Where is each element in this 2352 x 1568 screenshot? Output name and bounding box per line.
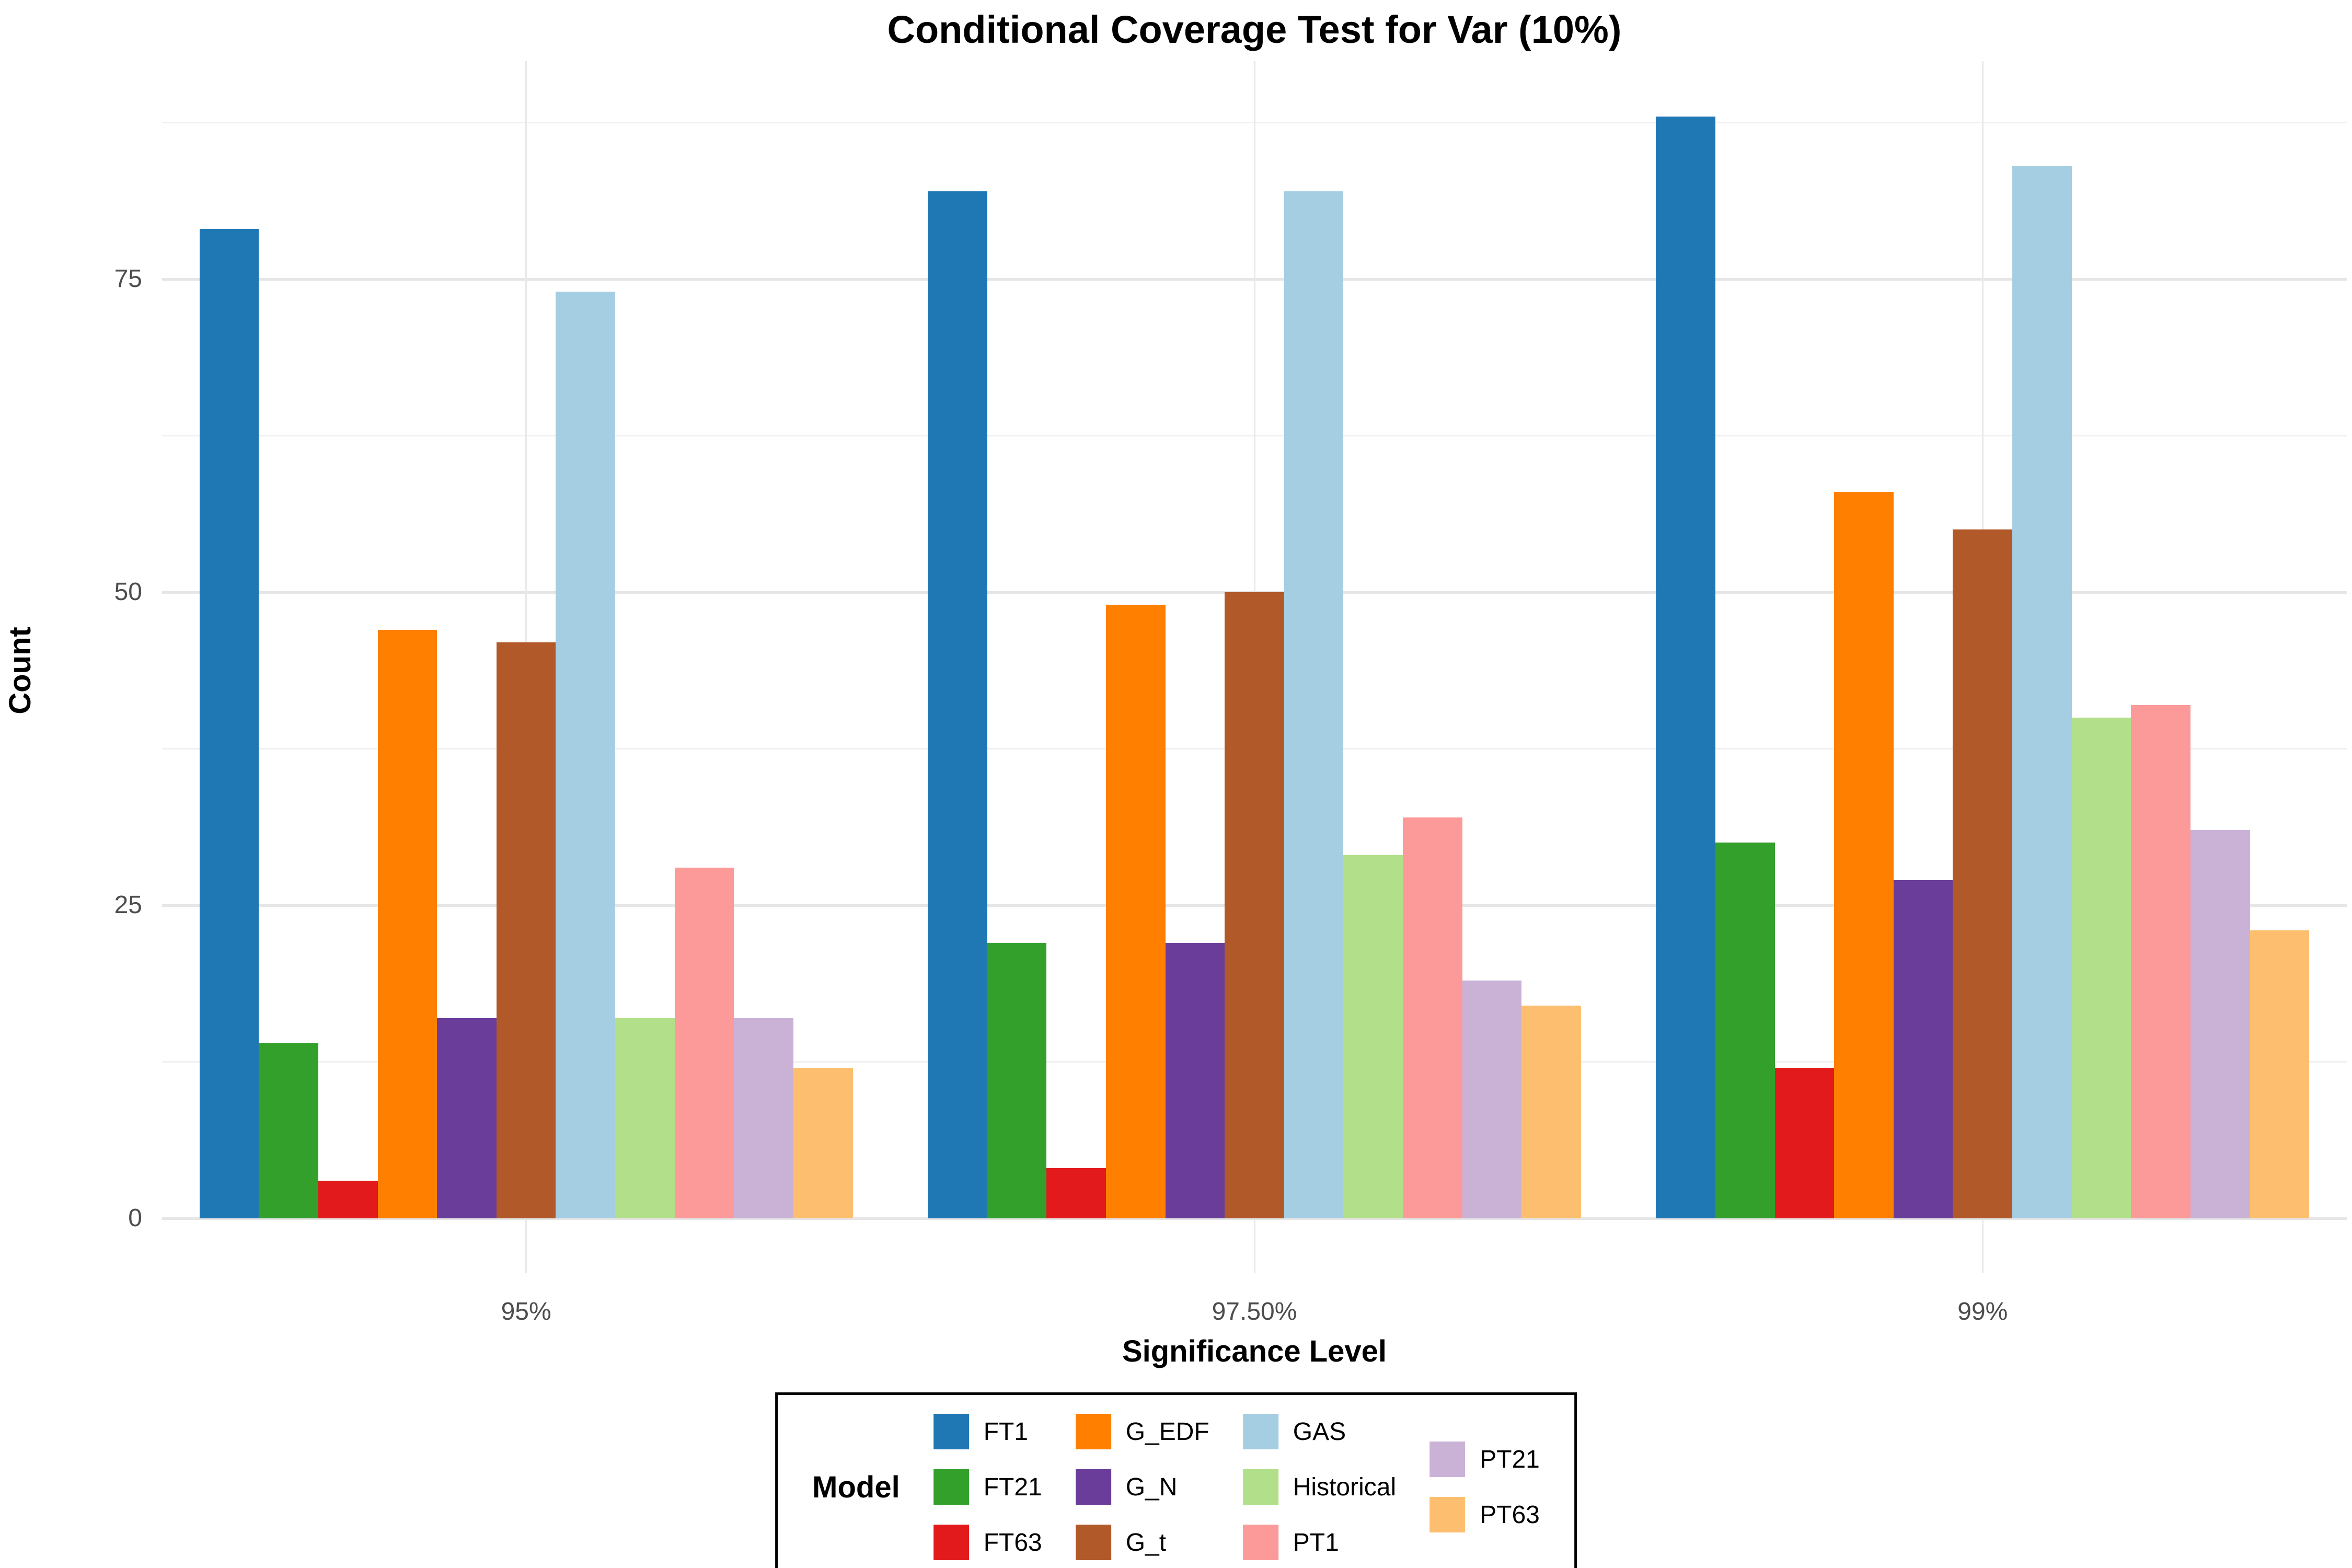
legend-swatch-FT63 — [933, 1525, 969, 1560]
bar-G_N-99% — [1893, 880, 1953, 1218]
bar-G_t-99% — [1953, 529, 2013, 1218]
x-tick-label-95%: 95% — [501, 1298, 551, 1325]
legend-item-PT63: PT63 — [1429, 1496, 1540, 1534]
bar-G_t-97.50% — [1225, 592, 1284, 1218]
legend-item-PT1: PT1 — [1242, 1524, 1396, 1561]
legend-column-2: G_EDF G_N G_t — [1075, 1413, 1209, 1561]
legend: Model FT1 FT21 FT63 G_EDF G_N G_t GAS Historica… — [775, 1392, 1577, 1568]
bar-G_EDF-95% — [377, 629, 437, 1218]
bar-FT21-95% — [259, 1043, 318, 1218]
bar-Historical-95% — [615, 1018, 675, 1218]
bar-PT1-99% — [2131, 705, 2190, 1218]
chart-panel — [162, 61, 2347, 1273]
bar-G_N-95% — [437, 1018, 497, 1218]
bar-G_N-97.50% — [1165, 942, 1225, 1218]
bar-group-99% — [1656, 116, 2310, 1218]
bar-FT63-97.50% — [1046, 1168, 1106, 1218]
x-tick-label-99%: 99% — [1957, 1298, 2008, 1325]
bar-FT1-97.50% — [928, 191, 987, 1218]
legend-item-Historical: Historical — [1242, 1468, 1397, 1506]
legend-swatch-PT1 — [1242, 1525, 1278, 1560]
legend-item-FT21: FT21 — [933, 1468, 1042, 1506]
bar-PT21-95% — [734, 1018, 793, 1218]
bar-PT21-97.50% — [1462, 980, 1522, 1218]
legend-label-PT63: PT63 — [1480, 1501, 1540, 1529]
legend-swatch-G_t — [1075, 1525, 1111, 1560]
legend-item-G_N: G_N — [1075, 1468, 1209, 1506]
legend-item-GAS: GAS — [1242, 1413, 1396, 1450]
bar-PT1-95% — [674, 868, 734, 1218]
legend-title: Model — [812, 1470, 900, 1504]
legend-label-FT21: FT21 — [983, 1473, 1042, 1501]
legend-label-PT21: PT21 — [1480, 1445, 1540, 1473]
bar-PT63-95% — [793, 1068, 853, 1218]
bar-FT21-99% — [1715, 843, 1775, 1218]
legend-swatch-G_N — [1075, 1469, 1111, 1505]
legend-item-FT1: FT1 — [933, 1413, 1042, 1450]
bar-group-95% — [199, 229, 853, 1218]
legend-label-G_EDF: G_EDF — [1125, 1417, 1209, 1446]
bar-G_t-95% — [496, 642, 556, 1218]
y-axis-title: Count — [3, 627, 37, 714]
bar-FT63-95% — [318, 1181, 378, 1218]
y-tick-label-0: 0 — [128, 1204, 142, 1232]
legend-label-G_t: G_t — [1125, 1528, 1167, 1557]
legend-column-4: PT21 PT63 — [1429, 1440, 1540, 1534]
bar-G_EDF-99% — [1834, 492, 1894, 1218]
legend-swatch-PT21 — [1429, 1442, 1466, 1477]
y-tick-label-50: 50 — [114, 578, 142, 606]
legend-swatch-Historical — [1242, 1469, 1278, 1505]
bar-GAS-95% — [556, 291, 616, 1218]
bar-FT1-99% — [1656, 116, 1715, 1218]
y-tick-label-25: 25 — [114, 891, 142, 919]
legend-swatch-PT63 — [1429, 1497, 1466, 1532]
bar-Historical-97.50% — [1343, 855, 1403, 1218]
bar-PT63-97.50% — [1521, 1005, 1581, 1218]
x-tick-label-97.50%: 97.50% — [1212, 1298, 1297, 1325]
legend-item-FT63: FT63 — [933, 1524, 1042, 1561]
bar-PT21-99% — [2190, 830, 2250, 1218]
bar-FT63-99% — [1774, 1068, 1835, 1218]
bar-PT63-99% — [2250, 930, 2310, 1218]
bar-FT21-97.50% — [987, 942, 1047, 1218]
y-tick-label-75: 75 — [114, 265, 142, 293]
legend-label-Historical: Historical — [1293, 1473, 1397, 1501]
bar-FT1-95% — [199, 229, 259, 1218]
bar-group-97.50% — [928, 191, 1581, 1218]
legend-label-GAS: GAS — [1293, 1417, 1346, 1446]
bar-PT1-97.50% — [1403, 817, 1462, 1218]
legend-label-PT1: PT1 — [1293, 1528, 1339, 1557]
bar-GAS-99% — [2012, 166, 2072, 1218]
legend-swatch-FT21 — [933, 1469, 969, 1505]
bar-Historical-99% — [2071, 717, 2131, 1218]
legend-swatch-G_EDF — [1075, 1414, 1111, 1449]
legend-swatch-GAS — [1242, 1414, 1278, 1449]
legend-item-G_t: G_t — [1075, 1524, 1209, 1561]
legend-item-PT21: PT21 — [1429, 1440, 1540, 1478]
legend-label-G_N: G_N — [1125, 1473, 1178, 1501]
legend-label-FT63: FT63 — [983, 1528, 1042, 1557]
bar-GAS-97.50% — [1284, 191, 1344, 1218]
legend-column-1: FT1 FT21 FT63 — [933, 1413, 1042, 1561]
page-title: Conditional Coverage Test for Var (10%) — [887, 8, 1622, 51]
legend-label-FT1: FT1 — [983, 1417, 1029, 1446]
legend-item-G_EDF: G_EDF — [1075, 1413, 1209, 1450]
legend-column-3: GAS Historical PT1 — [1242, 1413, 1397, 1561]
legend-swatch-FT1 — [933, 1414, 969, 1449]
x-axis-title: Significance Level — [1122, 1334, 1387, 1368]
bar-G_EDF-97.50% — [1105, 604, 1166, 1218]
